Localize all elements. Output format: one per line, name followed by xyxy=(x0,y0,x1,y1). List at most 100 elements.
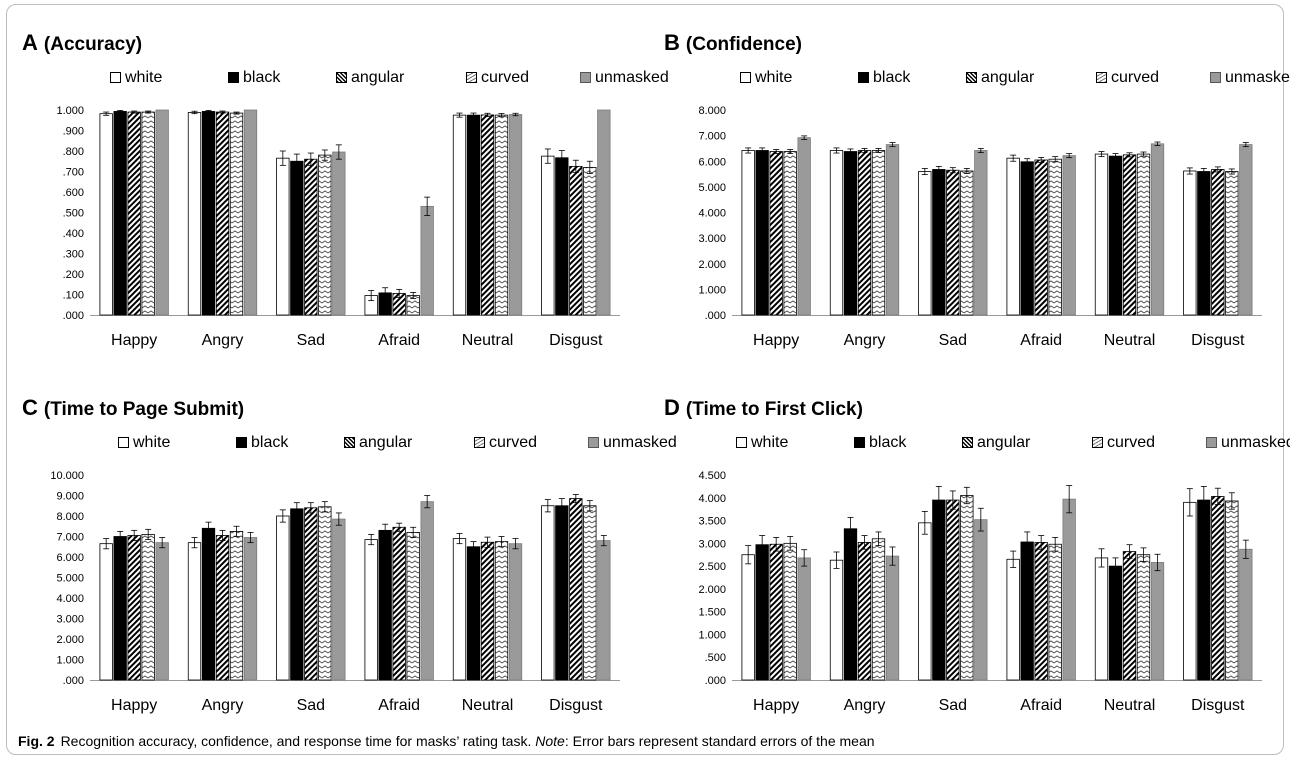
bar-curved xyxy=(1136,554,1151,681)
bar-black xyxy=(201,111,216,316)
y-tick-label: 1.000 xyxy=(698,284,726,296)
legend-label: unmasked xyxy=(1221,434,1290,451)
bar-angular xyxy=(127,111,141,316)
legend-label: white xyxy=(133,434,171,451)
bar-angular xyxy=(392,526,406,681)
bar-angular xyxy=(304,507,318,681)
legend-label: black xyxy=(243,69,281,86)
y-tick-label: .600 xyxy=(63,187,84,199)
bar-white xyxy=(187,112,202,316)
bar-curved xyxy=(960,495,974,681)
legend-swatch-black xyxy=(228,72,239,83)
x-category-label: Neutral xyxy=(1104,697,1156,714)
panel-letter: D xyxy=(664,395,680,420)
bar-white xyxy=(1183,501,1197,681)
y-tick-label: 1.000 xyxy=(56,655,84,667)
bar-curved xyxy=(871,538,886,681)
bar-black xyxy=(1197,499,1211,681)
legend-item-white: white xyxy=(740,68,792,88)
bar-black xyxy=(1197,171,1211,316)
bar-black xyxy=(290,508,304,681)
bar-angular xyxy=(480,541,495,681)
legend-label: white xyxy=(751,434,789,451)
legend-item-curved: curved xyxy=(474,433,537,453)
bar-unmasked xyxy=(243,109,258,316)
bar-angular xyxy=(857,150,872,316)
y-tick-label: 3.000 xyxy=(698,233,726,245)
bar-angular xyxy=(769,151,783,316)
bar-white xyxy=(1183,170,1197,316)
legend: white black angular curved unmasked xyxy=(664,68,1290,90)
y-tick-label: 6.000 xyxy=(56,552,84,564)
legend-item-white: white xyxy=(736,433,788,453)
bar-white xyxy=(741,554,755,681)
x-category-label: Afraid xyxy=(1020,697,1062,714)
bar-black xyxy=(201,527,216,681)
bar-black xyxy=(843,151,858,316)
bar-chart-time-to-page-submit: .000 1.000 2.000 3.000 4.000 5.000 6.000 7.000 8… xyxy=(50,470,620,714)
panel-confidence: B (Confidence) white black angular curved unm… xyxy=(664,30,1290,385)
bar-black xyxy=(290,160,304,316)
y-tick-label: 6.000 xyxy=(698,156,726,168)
panel-time-to-page-submit: C (Time to Page Submit) white black angular… xyxy=(22,395,677,750)
bar-black xyxy=(466,546,481,681)
legend-swatch-unmasked xyxy=(588,437,599,448)
legend-label: curved xyxy=(1107,434,1156,451)
y-tick-label: .500 xyxy=(63,208,84,220)
y-tick-label: 5.000 xyxy=(56,573,84,585)
x-category-label: Afraid xyxy=(1020,332,1062,349)
bar-white xyxy=(918,522,932,681)
legend: white black angular curved unmasked xyxy=(22,433,677,455)
legend-swatch-black xyxy=(854,437,865,448)
legend-swatch-white xyxy=(736,437,747,448)
x-category-label: Happy xyxy=(753,332,799,349)
bar-unmasked xyxy=(420,205,434,316)
bar-unmasked xyxy=(508,543,523,681)
x-category-label: Neutral xyxy=(462,332,514,349)
bar-curved xyxy=(783,542,797,681)
bar-unmasked xyxy=(1062,155,1076,316)
panel-letter: B xyxy=(664,30,680,55)
bar-angular xyxy=(1034,159,1048,316)
bar-curved xyxy=(1048,543,1062,681)
legend-swatch-curved xyxy=(1092,437,1103,448)
legend-swatch-unmasked xyxy=(1210,72,1221,83)
bar-white xyxy=(541,155,555,316)
y-tick-label: 9.000 xyxy=(56,491,84,503)
legend-label: black xyxy=(869,434,907,451)
y-tick-label: 2.000 xyxy=(698,584,726,596)
bar-curved xyxy=(318,154,332,316)
bar-angular xyxy=(946,499,960,681)
y-tick-label: 3.000 xyxy=(698,538,726,550)
panel-title: A (Accuracy) xyxy=(22,30,142,56)
bar-black xyxy=(843,528,858,681)
bar-angular xyxy=(1122,154,1137,316)
legend: white black angular curved unmasked xyxy=(22,68,669,90)
legend-label: white xyxy=(755,69,793,86)
bar-white xyxy=(829,559,844,681)
panel-accuracy: A (Accuracy) white black angular curved unmas… xyxy=(22,30,669,385)
legend-item-angular: angular xyxy=(336,68,404,88)
bar-angular xyxy=(1211,496,1225,681)
legend-item-white: white xyxy=(110,68,162,88)
panel-title: B (Confidence) xyxy=(664,30,802,56)
legend-item-unmasked: unmasked xyxy=(580,68,669,88)
y-tick-label: 1.000 xyxy=(56,105,84,117)
bar-black xyxy=(113,111,127,316)
bar-unmasked xyxy=(155,542,169,681)
legend-item-unmasked: unmasked xyxy=(1206,433,1290,453)
bar-white xyxy=(1006,157,1020,316)
bar-unmasked xyxy=(797,557,811,681)
y-tick-label: .000 xyxy=(63,310,84,322)
y-tick-label: .100 xyxy=(63,290,84,302)
legend-item-curved: curved xyxy=(466,68,529,88)
bar-unmasked xyxy=(420,501,434,681)
bar-unmasked xyxy=(974,150,988,316)
y-tick-label: 5.000 xyxy=(698,182,726,194)
bar-angular xyxy=(215,535,230,681)
bar-angular xyxy=(1211,169,1225,316)
caption-note-label: Note xyxy=(535,733,565,749)
bar-black xyxy=(113,536,127,681)
legend-swatch-black xyxy=(236,437,247,448)
legend-label: black xyxy=(251,434,289,451)
